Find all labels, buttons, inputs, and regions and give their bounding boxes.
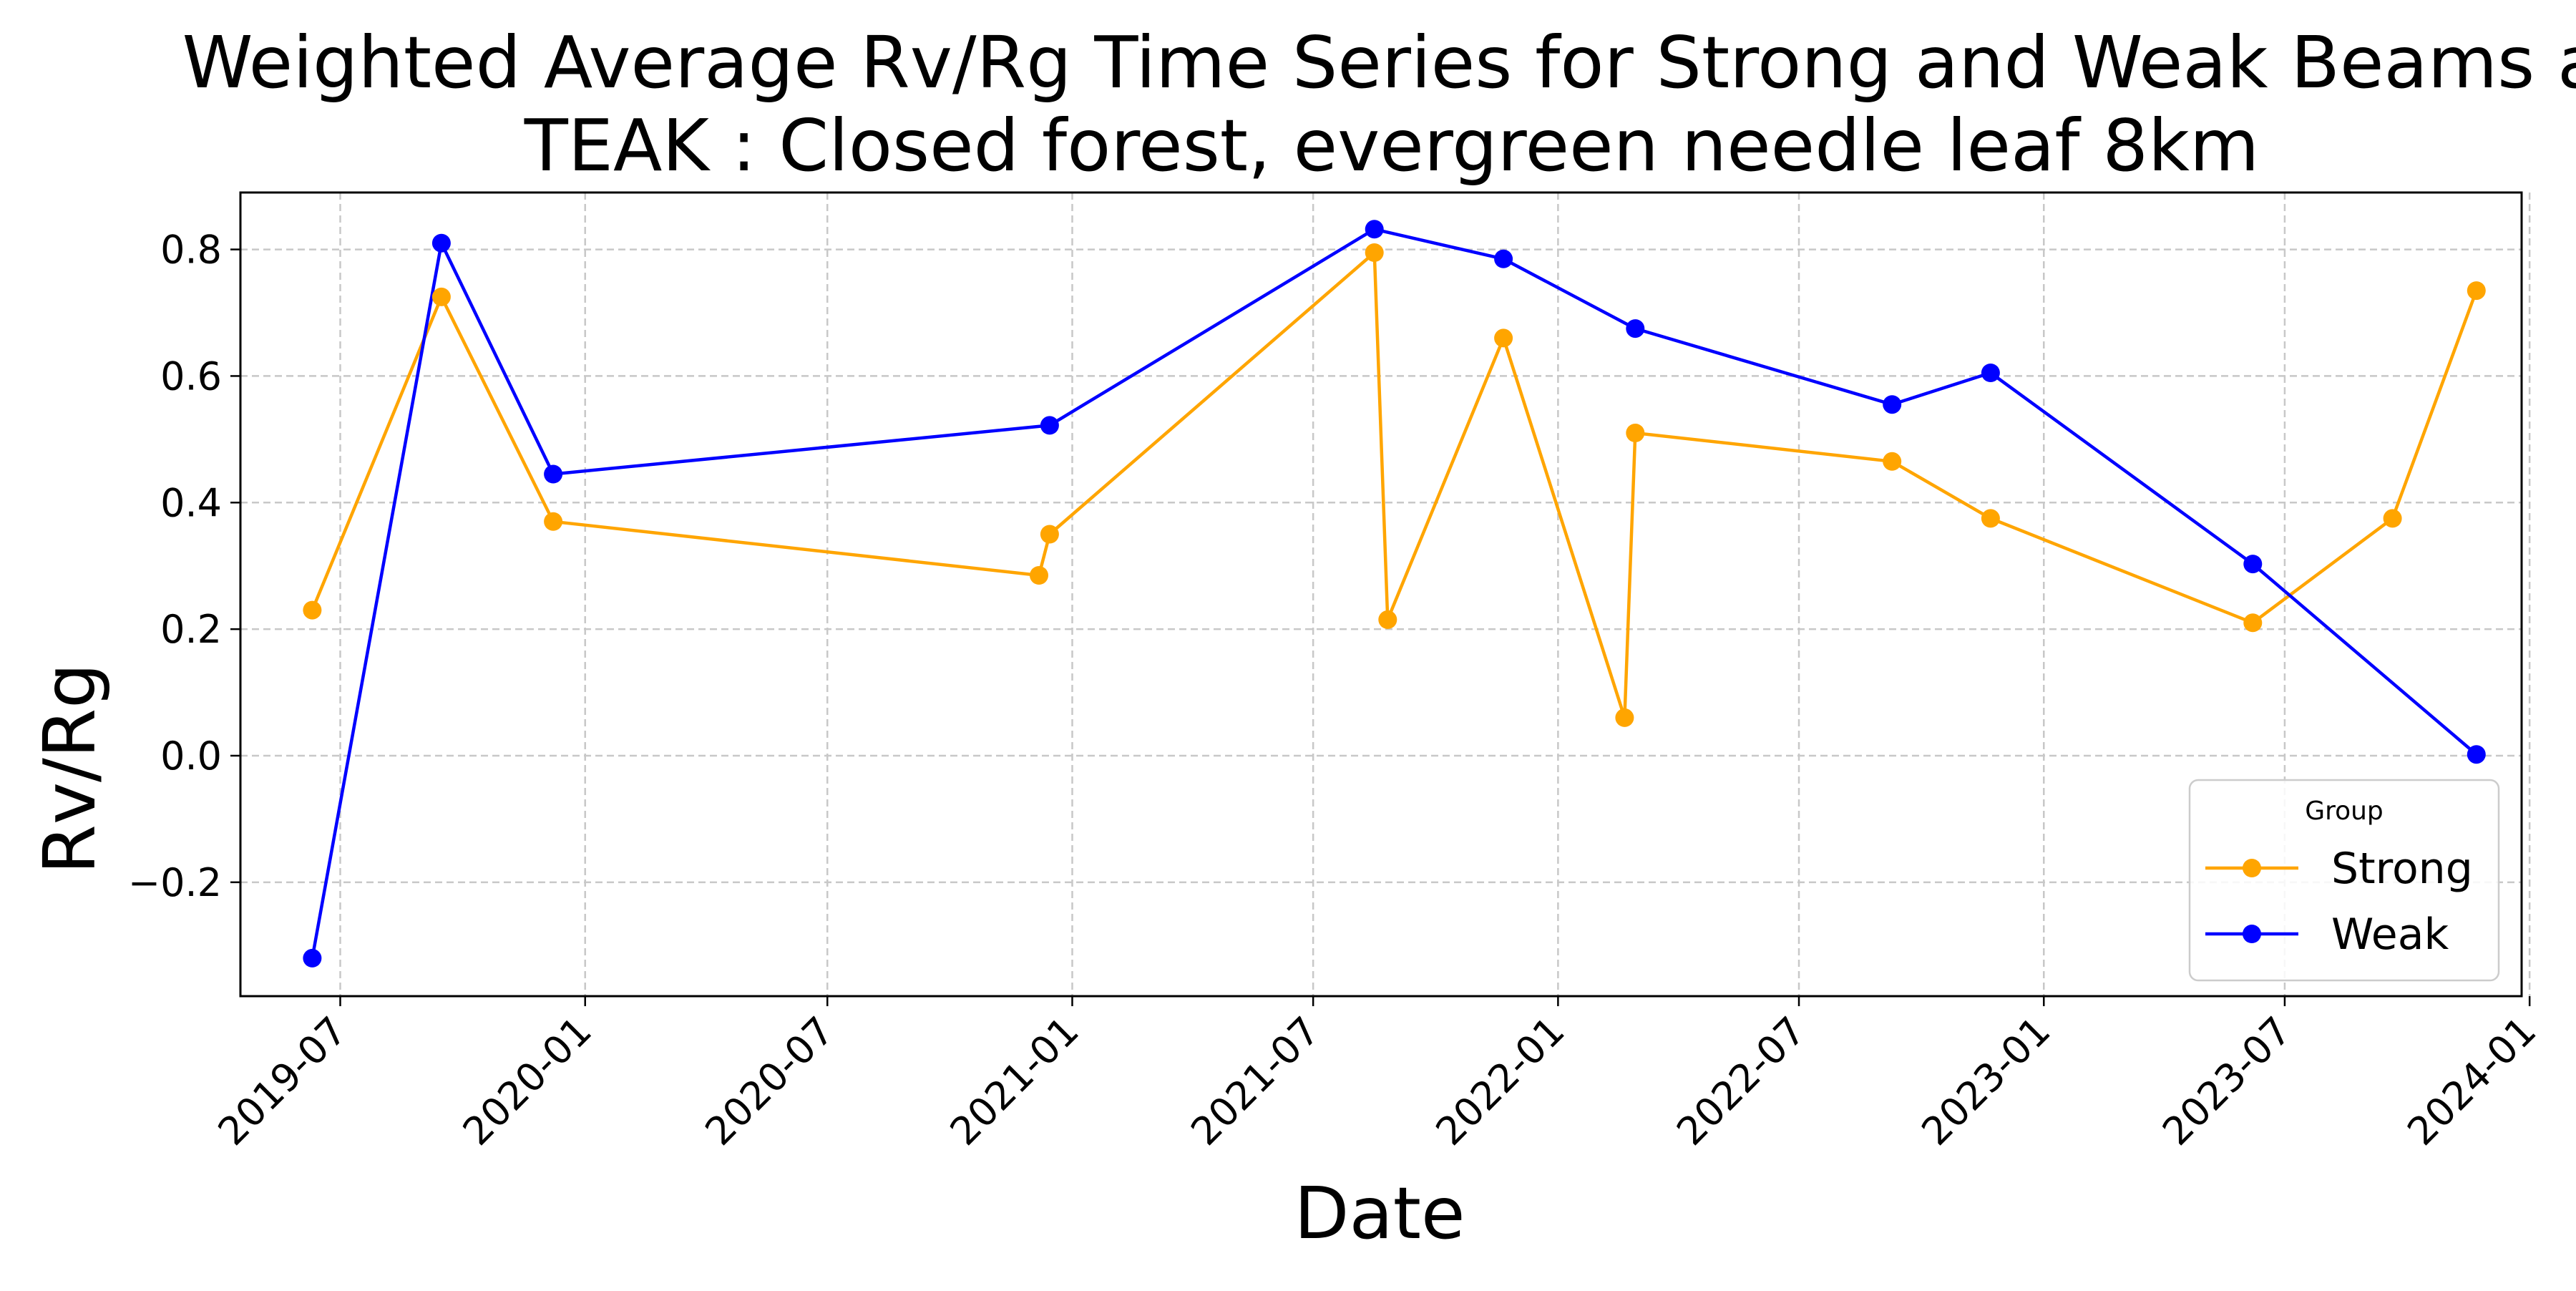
data-point-weak — [431, 233, 451, 253]
legend-box — [2188, 779, 2500, 982]
legend-label-weak: Weak — [2331, 910, 2449, 960]
data-point-weak — [1626, 319, 1645, 338]
x-tick-label: 2023-07 — [2154, 1008, 2300, 1154]
data-point-strong — [1626, 424, 1645, 442]
x-tick-label: 2019-07 — [210, 1008, 356, 1154]
series-line-strong — [311, 250, 2478, 720]
y-axis-label: Rv/Rg — [28, 663, 112, 874]
legend-label-strong: Strong — [2331, 844, 2473, 894]
x-tick-label: 2020-07 — [696, 1008, 842, 1154]
x-tick-label: 2020-01 — [454, 1008, 600, 1154]
data-point-weak — [303, 948, 322, 968]
y-tick-label: 0.0 — [160, 734, 222, 779]
x-tick-label: 2022-07 — [1668, 1008, 1814, 1154]
data-point-weak — [1365, 220, 1384, 239]
y-tick-label: 0.6 — [160, 354, 222, 399]
data-point-strong — [1883, 452, 1902, 471]
legend-items: Strong Weak — [2205, 844, 2473, 960]
data-point-strong — [2243, 613, 2263, 633]
chart-subtitle: TEAK : Closed forest, evergreen needle l… — [524, 104, 2260, 187]
data-point-weak — [1981, 364, 2000, 382]
data-point-strong — [1378, 610, 1397, 629]
data-point-strong — [1040, 525, 1059, 544]
data-point-strong — [1981, 509, 2000, 528]
data-point-strong — [2383, 509, 2402, 528]
plot-area — [239, 191, 2523, 998]
data-point-weak — [544, 464, 563, 484]
y-axis: −0.2 0.0 0.2 0.4 0.6 0.8 — [128, 228, 240, 905]
y-tick-label: 0.2 — [160, 607, 222, 652]
x-tick-label: 2021-07 — [1182, 1008, 1328, 1154]
chart-title: Weighted Average Rv/Rg Time Series for S… — [182, 21, 2576, 104]
data-point-strong — [544, 512, 563, 531]
data-point-strong — [1494, 328, 1513, 348]
y-tick-label: −0.2 — [128, 860, 222, 905]
x-axis: 2019-07 2020-01 2020-07 2021-01 2021-07 2022-… — [210, 996, 2545, 1154]
x-tick-label: 2021-01 — [942, 1008, 1088, 1154]
y-tick-label: 0.8 — [160, 228, 222, 273]
legend-marker-strong — [2243, 859, 2261, 877]
data-point-weak — [2467, 745, 2486, 764]
x-tick-label: 2023-01 — [1913, 1008, 2059, 1154]
y-tick-label: 0.4 — [160, 480, 222, 525]
x-axis-label: Date — [1294, 1171, 1465, 1255]
data-point-weak — [1883, 395, 1902, 414]
data-point-strong — [1615, 708, 1634, 727]
data-point-strong — [1365, 243, 1384, 262]
data-point-strong — [303, 600, 322, 620]
legend: Group Strong Weak — [2188, 779, 2500, 982]
data-point-weak — [1040, 416, 1059, 435]
legend-title: Group — [2305, 796, 2384, 826]
data-point-weak — [2243, 555, 2263, 574]
data-point-strong — [431, 287, 451, 306]
data-point-weak — [1494, 249, 1513, 268]
data-points — [303, 220, 2486, 968]
series-lines — [311, 228, 2478, 959]
x-tick-label: 2022-01 — [1427, 1008, 1573, 1154]
grid-lines — [240, 193, 2531, 996]
data-point-strong — [2467, 281, 2486, 301]
legend-marker-weak — [2243, 925, 2261, 943]
data-point-strong — [1030, 566, 1048, 585]
series-line-weak — [311, 228, 2478, 959]
x-tick-label: 2024-01 — [2399, 1008, 2545, 1154]
